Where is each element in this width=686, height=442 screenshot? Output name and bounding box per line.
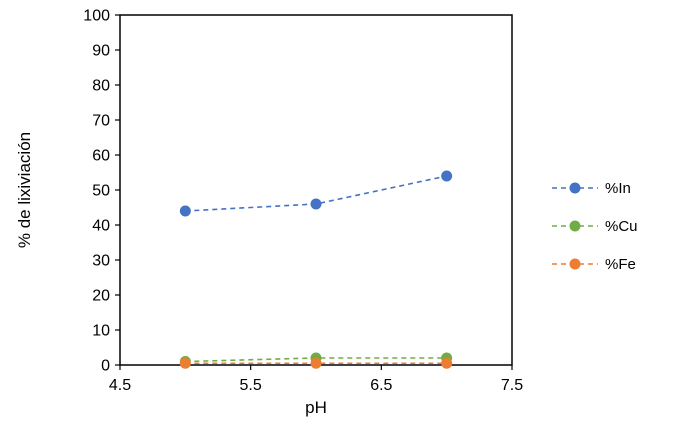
data-point xyxy=(310,198,322,210)
legend-label: %In xyxy=(605,180,631,197)
y-tick-label: 10 xyxy=(92,323,110,340)
y-tick-label: 80 xyxy=(92,78,110,95)
x-tick-label: 4.5 xyxy=(109,377,131,394)
legend-marker xyxy=(569,182,581,194)
x-tick-label: 5.5 xyxy=(240,377,262,394)
data-point xyxy=(179,357,191,369)
legend-label: %Cu xyxy=(605,218,638,235)
y-tick-label: 70 xyxy=(92,113,110,130)
data-point xyxy=(441,170,453,182)
y-axis-title: % de lixiviación xyxy=(15,131,34,249)
x-tick-label: 6.5 xyxy=(370,377,392,394)
y-tick-label: 90 xyxy=(92,43,110,60)
legend-marker xyxy=(569,258,581,270)
y-tick-label: 0 xyxy=(101,358,110,375)
plot-border xyxy=(119,14,513,366)
y-tick-label: 40 xyxy=(92,218,110,235)
data-point xyxy=(179,205,191,217)
y-tick-label: 50 xyxy=(92,183,110,200)
y-tick-label: 20 xyxy=(92,288,110,305)
data-point xyxy=(441,357,453,369)
y-tick-label: 60 xyxy=(92,148,110,165)
data-point xyxy=(310,357,322,369)
legend-marker xyxy=(569,220,581,232)
y-tick-label: 100 xyxy=(83,8,110,25)
x-axis-title: pH xyxy=(305,398,327,417)
x-tick-label: 7.5 xyxy=(501,377,523,394)
y-tick-label: 30 xyxy=(92,253,110,270)
legend-label: %Fe xyxy=(605,256,636,273)
